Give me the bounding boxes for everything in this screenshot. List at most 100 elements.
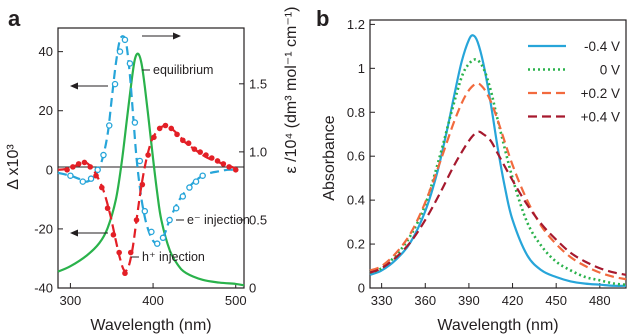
arrow-to-right-axis xyxy=(142,32,181,40)
panel-a-series-h-injection-marker xyxy=(232,167,239,173)
panel-b-ytick-label: 0.8 xyxy=(347,105,365,120)
panel-a-series-h-injection-marker xyxy=(99,184,105,191)
panel-a-ytick-right-label: 1.0 xyxy=(249,144,267,159)
panel-a-xtick-label: 300 xyxy=(60,293,82,308)
panel-a-series xyxy=(57,35,245,287)
panel-a-series-e-injection-marker xyxy=(172,204,180,212)
panel-a-series-e-injection-marker xyxy=(141,207,149,215)
panel-a-series-h-injection-marker xyxy=(127,249,134,256)
panel-a-series-h-injection-marker xyxy=(116,249,122,256)
panel-a-series-h-injection-marker xyxy=(156,125,163,132)
panel-a-series-e-injection-marker xyxy=(79,178,87,185)
panel-b-ticks: 330 360 390 420 450 480 0 0.2 0.4 0.6 0.8 1 1.2 xyxy=(347,17,611,308)
panel-a-xtick-label: 400 xyxy=(142,293,164,308)
panel-a-series-e-injection-marker xyxy=(131,119,139,126)
panel-a-ytick-left-label: 0 xyxy=(46,162,53,177)
annotation-e-injection: e⁻ injection xyxy=(187,213,250,227)
panel-a-letter: a xyxy=(8,6,21,31)
panel-b-xtick-label: 390 xyxy=(458,293,480,308)
panel-a-series-h-injection-marker xyxy=(208,155,215,161)
panel-a-xlabel: Wavelength (nm) xyxy=(90,317,211,334)
panel-a-series-h-injection-marker xyxy=(226,164,232,170)
panel-b-xtick-label: 330 xyxy=(371,293,393,308)
panel-b-letter: b xyxy=(316,6,329,31)
panel-a-series-h-injection-marker xyxy=(145,152,151,158)
panel-b-xtick-label: 360 xyxy=(414,293,436,308)
panel-a-plot-frame xyxy=(57,27,245,289)
panel-a-ytick-left-label: 40 xyxy=(39,44,53,59)
annotation-equilibrium: equilibrium xyxy=(153,63,213,77)
panel-a-ytick-left-label: -20 xyxy=(34,221,53,236)
panel-b-ytick-label: 0.2 xyxy=(347,237,365,252)
panel-a: a 300 400 500 40 20 0 -20 -40 1.5 1.0 0.5 0 equilib… xyxy=(5,6,300,334)
panel-a-series-h-injection-marker xyxy=(64,167,70,173)
panel-b-ytick-label: 1 xyxy=(358,61,365,76)
panel-a-series-h-injection-marker xyxy=(122,270,128,277)
panel-a-series-h-injection-marker xyxy=(220,161,227,167)
panel-a-ylabel-left: Δ x10³ xyxy=(5,144,22,190)
panel-b-ytick-label: 0.6 xyxy=(347,149,365,164)
panel-b-series-0-2-v-line xyxy=(369,82,627,281)
annotation-h-injection: h⁺ injection xyxy=(142,250,205,264)
panel-b-xtick-label: 420 xyxy=(502,293,524,308)
arrow-to-left-axis-upper xyxy=(70,82,108,90)
panel-a-series-h-injection-marker xyxy=(174,131,180,138)
panel-a-series-e-injection-marker xyxy=(121,36,129,44)
legend-label-0-4-v: +0.4 V xyxy=(581,110,620,125)
panel-a-series-h-injection-marker xyxy=(162,122,169,129)
panel-b-ylabel: Absorbance xyxy=(321,115,338,200)
panel-a-series-e-injection-marker xyxy=(192,178,200,185)
legend-label-0-4-v: -0.4 V xyxy=(584,39,620,54)
panel-a-series-e-injection-marker xyxy=(106,122,113,129)
legend-label-0-2-v: +0.2 V xyxy=(581,86,620,101)
panel-a-series-h-injection-marker xyxy=(151,134,157,141)
panel-a-series-h-injection-marker xyxy=(139,181,146,188)
panel-a-series-e-injection-marker xyxy=(199,172,206,179)
panel-b-xtick-label: 450 xyxy=(545,293,567,308)
panel-b-series-0-4-v-line xyxy=(369,34,627,287)
panel-a-series-h-injection-marker xyxy=(185,140,192,147)
panel-b-series-0-4-v-line xyxy=(369,130,627,276)
panel-a-ytick-right-label: 0.5 xyxy=(249,212,267,227)
panel-a-series-e-injection-marker xyxy=(100,151,107,159)
panel-a-series-h-injection-marker xyxy=(203,152,209,158)
panel-b: b 330 360 390 420 450 480 0 0.2 0.4 0.6 0.8 1 1.2 -0… xyxy=(316,6,627,334)
panel-a-series-h-injection-marker xyxy=(70,164,76,170)
panel-b-ytick-label: 0.4 xyxy=(347,193,365,208)
panel-b-xtick-label: 480 xyxy=(589,293,611,308)
panel-a-series-h-injection-marker xyxy=(104,205,111,212)
panel-a-series-e-injection-marker xyxy=(126,60,134,67)
panel-a-series-h-injection-marker xyxy=(110,232,117,238)
panel-a-series-e-injection-marker xyxy=(179,193,187,200)
panel-a-series-h-injection-marker xyxy=(87,164,94,170)
panel-a-series-e-injection-marker xyxy=(153,240,161,247)
panel-a-series-e-injection-marker xyxy=(148,228,155,236)
panel-a-series-h-injection-marker xyxy=(180,137,186,144)
panel-a-series-e-injection-marker xyxy=(159,234,167,242)
panel-a-series-e-injection-marker xyxy=(111,80,119,88)
panel-b-legend: -0.4 V 0 V +0.2 V +0.4 V xyxy=(528,39,620,125)
panel-a-series-h-injection-marker xyxy=(197,149,203,155)
panel-a-series-e-injection-marker xyxy=(94,166,101,174)
panel-a-ticks: 300 400 500 40 20 0 -20 -40 1.5 1.0 0.5 0 xyxy=(34,44,267,308)
panel-a-series-e-injection-marker xyxy=(166,216,173,224)
panel-a-ylabel-right: ε /10⁴ (dm³ mol⁻¹ cm⁻¹) xyxy=(283,7,300,174)
panel-a-xtick-label: 500 xyxy=(225,293,247,308)
panel-b-xlabel: Wavelength (nm) xyxy=(437,317,558,334)
panel-a-ytick-left-label: -40 xyxy=(34,281,53,296)
panel-a-series-h-injection-marker xyxy=(214,158,221,164)
panel-a-series-e-injection-marker xyxy=(186,184,193,191)
panel-a-series-h-injection-marker xyxy=(93,172,99,179)
panel-a-ytick-right-label: 1.5 xyxy=(249,76,267,91)
panel-b-series xyxy=(369,34,627,287)
panel-b-ytick-label: 0 xyxy=(358,281,365,296)
panel-b-ytick-label: 1.2 xyxy=(347,17,365,32)
panel-a-series-equilibrium-line xyxy=(57,52,245,287)
panel-a-series-h-injection-marker xyxy=(75,161,82,167)
panel-b-plot-frame xyxy=(369,19,627,289)
panel-a-series-h-injection-marker xyxy=(168,125,175,132)
panel-a-series-e-injection-marker xyxy=(87,175,95,182)
panel-a-series-h-injection-marker xyxy=(133,217,140,223)
panel-a-ytick-left-label: 20 xyxy=(39,103,53,118)
